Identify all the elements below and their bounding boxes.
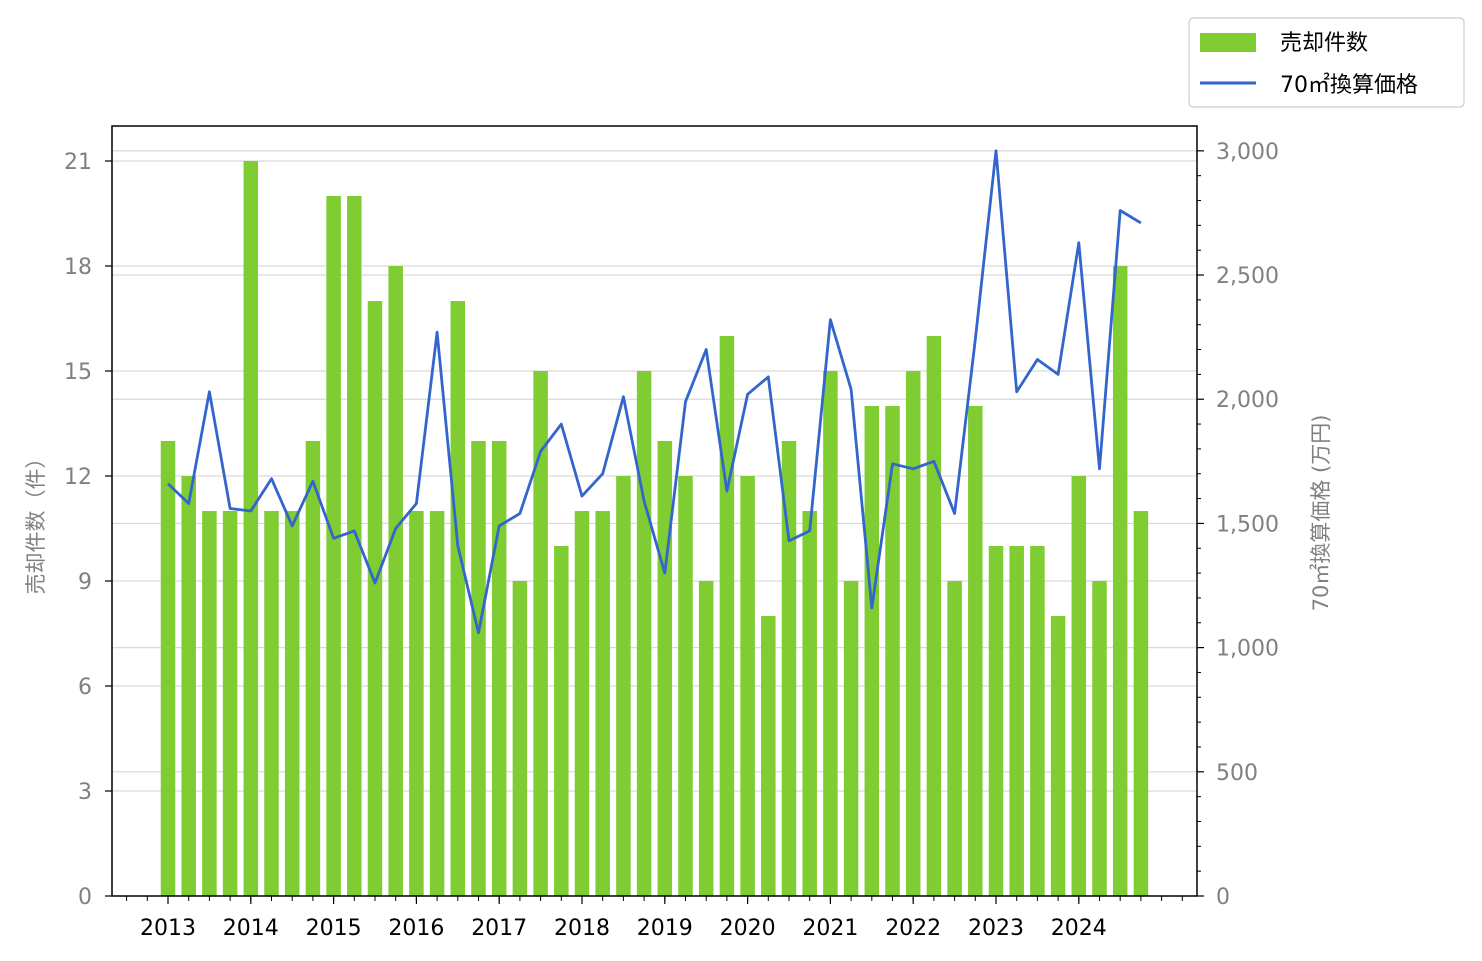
x-tick-label: 2018 bbox=[554, 916, 610, 941]
bar bbox=[864, 406, 880, 896]
bar bbox=[843, 581, 859, 896]
bar bbox=[657, 441, 673, 896]
bar bbox=[491, 441, 507, 896]
x-tick-label: 2013 bbox=[140, 916, 196, 941]
bar bbox=[740, 476, 755, 896]
bar bbox=[367, 301, 383, 896]
x-tick-label: 2020 bbox=[720, 916, 776, 941]
legend-label-line: 70㎡換算価格 bbox=[1280, 72, 1418, 98]
bar bbox=[326, 196, 341, 896]
bar bbox=[243, 161, 259, 896]
x-tick-label: 2021 bbox=[802, 916, 858, 941]
left-tick-label: 18 bbox=[64, 255, 92, 280]
bar bbox=[388, 266, 403, 896]
bar bbox=[554, 546, 569, 896]
bar bbox=[409, 511, 424, 896]
x-tick-label: 2024 bbox=[1051, 916, 1107, 941]
bar bbox=[1050, 616, 1066, 896]
bar bbox=[305, 441, 321, 896]
legend-label-bar: 売却件数 bbox=[1280, 31, 1368, 56]
bar bbox=[823, 371, 838, 896]
right-tick-label: 2,000 bbox=[1216, 388, 1279, 413]
x-tick-label: 2019 bbox=[637, 916, 693, 941]
bar bbox=[450, 301, 466, 896]
bar bbox=[429, 511, 445, 896]
line-series-price bbox=[167, 149, 1142, 635]
bar bbox=[968, 406, 983, 896]
bar bbox=[222, 511, 238, 896]
bar bbox=[284, 511, 300, 896]
left-axis-label: 売却件数（件） bbox=[24, 448, 48, 595]
left-tick-label: 15 bbox=[64, 360, 92, 385]
bar bbox=[264, 511, 279, 896]
x-tick-label: 2014 bbox=[223, 916, 279, 941]
bar bbox=[1092, 581, 1107, 896]
x-tick-label: 2016 bbox=[388, 916, 444, 941]
x-tick-label: 2023 bbox=[968, 916, 1024, 941]
bar bbox=[636, 371, 652, 896]
bar bbox=[781, 441, 797, 896]
bar bbox=[885, 406, 900, 896]
bar bbox=[512, 581, 528, 896]
left-tick-label: 9 bbox=[78, 570, 92, 595]
bar bbox=[471, 441, 486, 896]
left-tick-label: 0 bbox=[78, 885, 92, 910]
right-tick-label: 500 bbox=[1216, 761, 1258, 786]
bar bbox=[698, 581, 714, 896]
x-tick-label: 2015 bbox=[306, 916, 362, 941]
bar bbox=[160, 441, 176, 896]
left-tick-label: 12 bbox=[64, 465, 92, 490]
bar bbox=[678, 476, 693, 896]
legend-swatch-bar bbox=[1200, 33, 1256, 52]
bar bbox=[905, 371, 921, 896]
x-tick-label: 2022 bbox=[885, 916, 941, 941]
bar bbox=[802, 511, 817, 896]
bar bbox=[1112, 266, 1128, 896]
bar bbox=[1133, 511, 1149, 896]
plot-frame bbox=[111, 125, 1198, 897]
bar bbox=[181, 476, 196, 896]
bar bbox=[347, 196, 362, 896]
right-axis-label: 70㎡換算価格 (万円) bbox=[1309, 415, 1333, 612]
left-tick-label: 6 bbox=[78, 675, 92, 700]
bar bbox=[761, 616, 776, 896]
left-tick-label: 3 bbox=[78, 780, 92, 805]
legend: 売却件数 70㎡換算価格 bbox=[1188, 17, 1465, 108]
left-axis-ticks: 0 3 6 9 12 15 18 21 bbox=[64, 150, 112, 910]
bar bbox=[1030, 546, 1045, 896]
x-axis-ticks: 2013 2014 2015 2016 2017 2018 2019 2020 2021 2022… bbox=[126, 896, 1183, 941]
bar bbox=[595, 511, 610, 896]
left-tick-label: 21 bbox=[64, 150, 92, 175]
bar bbox=[616, 476, 631, 896]
price-line bbox=[167, 149, 1142, 635]
legend-frame bbox=[1188, 17, 1465, 108]
bar-series-sales-count bbox=[160, 161, 1149, 896]
bar bbox=[988, 546, 1004, 896]
bar bbox=[719, 336, 735, 896]
bar bbox=[1071, 476, 1087, 896]
bar bbox=[1009, 546, 1024, 896]
right-tick-label: 2,500 bbox=[1216, 264, 1279, 289]
bar bbox=[533, 371, 548, 896]
right-tick-label: 1,500 bbox=[1216, 512, 1279, 537]
bar bbox=[947, 581, 962, 896]
x-tick-label: 2017 bbox=[471, 916, 527, 941]
right-axis-ticks: 0 500 1,000 1,500 2,000 2,500 3,000 bbox=[1197, 140, 1279, 910]
bar bbox=[926, 336, 942, 896]
right-tick-label: 1,000 bbox=[1216, 637, 1279, 662]
bar bbox=[202, 511, 217, 896]
right-tick-label: 3,000 bbox=[1216, 140, 1279, 165]
right-tick-label: 0 bbox=[1216, 885, 1230, 910]
bar bbox=[574, 511, 590, 896]
